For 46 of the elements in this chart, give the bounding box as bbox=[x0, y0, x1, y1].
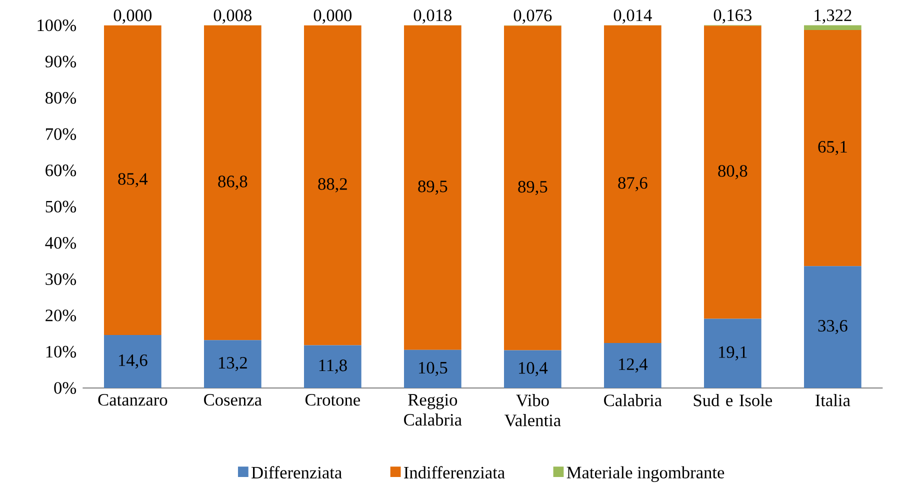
data-label: 89,5 bbox=[518, 180, 548, 196]
legend-label: Differenziata bbox=[252, 466, 342, 479]
x-tick-label: Catanzaro bbox=[98, 394, 168, 406]
data-label: 88,2 bbox=[318, 178, 347, 192]
y-tick-label: 80% bbox=[46, 92, 76, 104]
data-label: 19,1 bbox=[719, 346, 747, 360]
x-tick-label: Crotone bbox=[305, 394, 360, 406]
data-label: 12,4 bbox=[619, 358, 648, 373]
legend-label: Indifferenziata bbox=[404, 466, 505, 479]
y-tick-label: 60% bbox=[46, 164, 76, 176]
data-label: 86,8 bbox=[218, 176, 248, 190]
data-label: 0,163 bbox=[714, 9, 752, 24]
y-tick-label: 20% bbox=[46, 310, 76, 322]
y-tick-label: 10% bbox=[46, 346, 76, 358]
y-tick-label: 90% bbox=[45, 56, 76, 68]
x-tick-label: Reggio Calabria bbox=[404, 394, 462, 426]
y-tick-label: 30% bbox=[46, 273, 76, 286]
y-tick-label: 100% bbox=[38, 19, 76, 32]
legend-label: Materiale ingombrante bbox=[566, 466, 724, 482]
data-label: 33,6 bbox=[818, 320, 848, 334]
x-tick-label: Sud e Isole bbox=[694, 394, 772, 406]
data-label: 65,1 bbox=[818, 141, 847, 156]
y-tick-label: 0% bbox=[54, 382, 76, 394]
data-label: 13,2 bbox=[219, 356, 247, 372]
data-label: 0,000 bbox=[114, 10, 152, 24]
data-label: 10,5 bbox=[419, 362, 448, 376]
y-tick-label: 70% bbox=[46, 128, 76, 140]
x-tick-label: Calabria bbox=[604, 394, 662, 406]
data-label: 14,6 bbox=[119, 354, 148, 369]
data-label: 0,076 bbox=[514, 10, 552, 24]
x-tick-label: Cosenza bbox=[204, 394, 262, 406]
data-label: 89,5 bbox=[418, 180, 448, 195]
y-tick-label: 40% bbox=[45, 237, 76, 249]
data-label: 0,000 bbox=[314, 10, 352, 24]
data-label: 80,8 bbox=[718, 165, 748, 180]
data-label: 0,014 bbox=[614, 9, 652, 24]
data-label: 0,018 bbox=[414, 9, 452, 24]
data-label: 1,322 bbox=[814, 10, 852, 24]
data-label: 0,008 bbox=[214, 10, 252, 24]
data-label: 85,4 bbox=[118, 173, 148, 188]
data-label: 11,8 bbox=[319, 360, 347, 374]
data-label: 10,4 bbox=[519, 362, 548, 376]
x-tick-label: Vibo Valentia bbox=[504, 394, 561, 426]
data-label: 87,6 bbox=[618, 177, 648, 192]
x-tick-label: Italia bbox=[816, 394, 850, 406]
y-tick-label: 50% bbox=[46, 200, 76, 213]
